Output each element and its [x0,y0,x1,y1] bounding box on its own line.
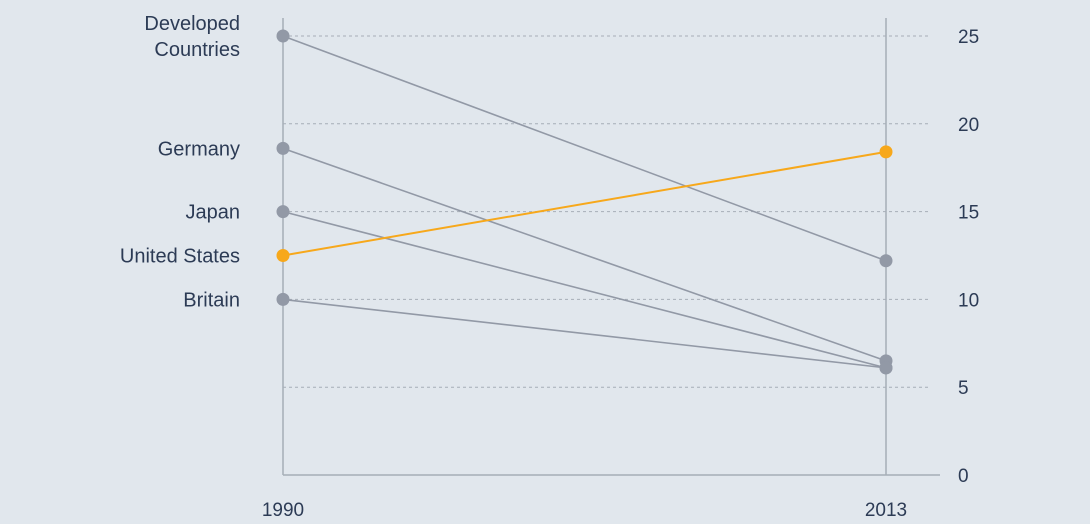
point-united-states-2013 [879,145,893,159]
point-britain-2013 [879,361,893,375]
series-label-line: Britain [183,289,240,311]
series-label-japan: Japan [186,202,241,224]
y-tick-label-25: 25 [958,27,979,48]
y-tick-label-10: 10 [958,290,979,311]
y-tick-label-20: 20 [958,115,979,136]
point-britain-1990 [276,292,290,306]
y-tick-label-15: 15 [958,203,979,224]
series-line-developed-countries [282,35,887,262]
x-tick-label-2013: 2013 [865,500,907,521]
axes [282,18,940,476]
series-label-germany: Germany [158,138,240,160]
series-points [276,29,893,375]
series-line-germany [282,147,887,362]
tick-labels: 0 5 10 15 20 25 1990 2013 [262,27,979,521]
series-label-united-states: United States [120,246,240,268]
x-tick-label-1990: 1990 [262,500,304,521]
point-developed-countries-2013 [879,254,893,268]
series-label-line: United States [120,246,240,268]
series-labels: Developed Countries Germany Japan United Sta… [120,13,240,311]
y-tick-label-0: 0 [958,466,969,487]
series-line-united-states [282,150,887,257]
point-japan-1990 [276,205,290,219]
series-label-britain: Britain [183,289,240,311]
point-germany-1990 [276,141,290,155]
series-label-line: Japan [186,202,241,224]
series-lines [282,35,887,369]
series-line-britain [282,298,887,369]
point-developed-countries-1990 [276,29,290,43]
series-label-line: Countries [154,39,240,61]
series-label-developed-countries: Developed Countries [144,13,240,61]
y-tick-label-5: 5 [958,378,969,399]
series-label-line: Developed [144,13,240,35]
series-label-line: Germany [158,138,240,160]
point-united-states-1990 [276,249,290,262]
